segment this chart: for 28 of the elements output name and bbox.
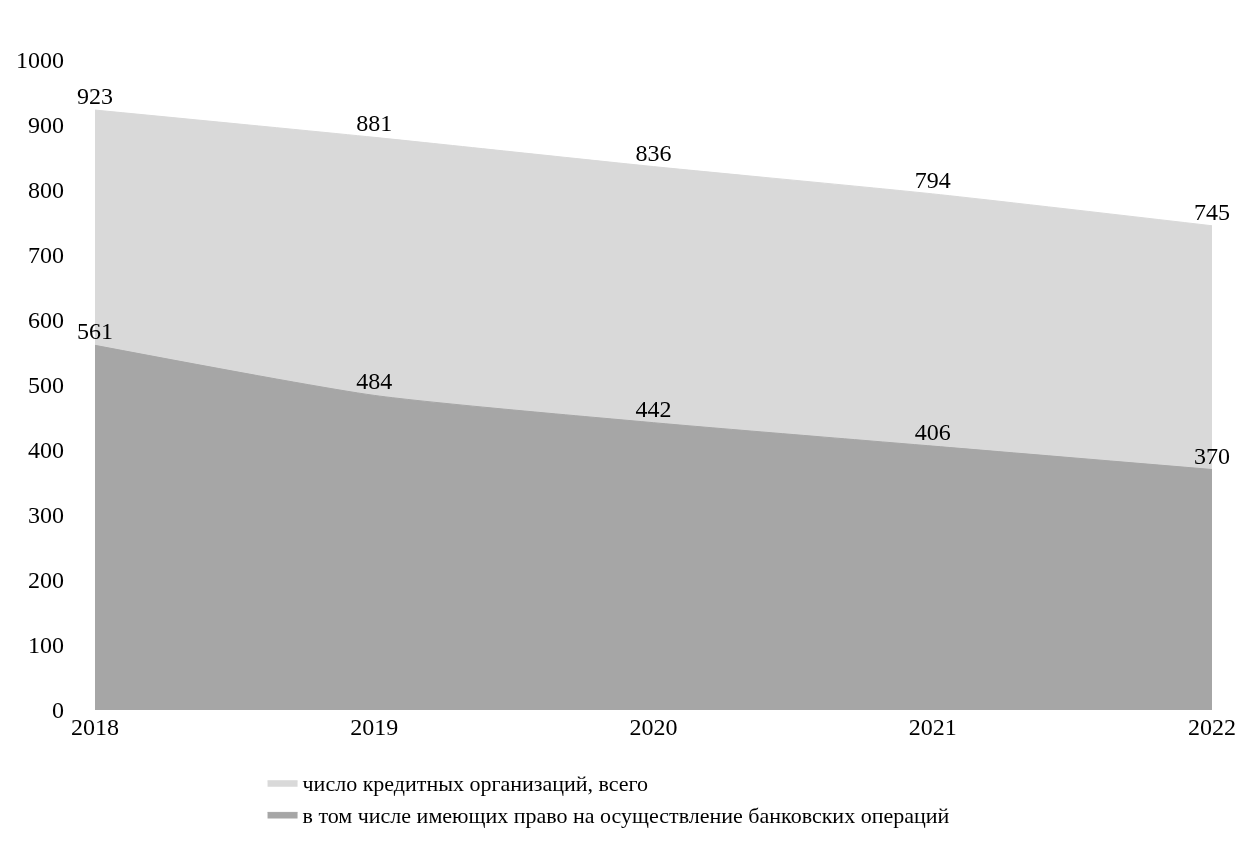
data-label: 881 (356, 110, 393, 137)
x-tick-label: 2021 (908, 714, 957, 740)
x-tick-label: 2019 (350, 714, 399, 740)
y-tick-label: 700 (28, 242, 64, 269)
y-tick-label: 200 (28, 567, 64, 594)
y-tick-label: 300 (28, 502, 64, 529)
data-label: 561 (77, 318, 113, 345)
legend-label: число кредитных организаций, всего (302, 771, 649, 797)
y-tick-label: 0 (52, 697, 64, 724)
legend-label: в том числе имеющих право на осуществление банковских операций (302, 802, 950, 828)
y-tick-label: 500 (28, 372, 64, 399)
data-label: 794 (914, 166, 951, 193)
x-tick-label: 2018 (71, 714, 119, 740)
y-tick-label: 100 (28, 632, 64, 659)
data-label: 484 (356, 368, 393, 395)
y-tick-label: 1000 (16, 47, 64, 74)
data-label: 836 (635, 139, 672, 166)
data-label: 923 (77, 83, 113, 110)
y-tick-label: 600 (28, 307, 64, 334)
data-label: 406 (914, 419, 951, 446)
y-tick-label: 900 (28, 112, 64, 139)
x-tick-label: 2020 (629, 714, 678, 740)
y-tick-label: 800 (28, 177, 64, 204)
x-tick-label: 2022 (1188, 714, 1236, 740)
data-label: 370 (1194, 442, 1230, 469)
data-label: 745 (1194, 198, 1230, 225)
y-tick-label: 400 (28, 437, 64, 464)
data-label: 442 (635, 395, 672, 422)
